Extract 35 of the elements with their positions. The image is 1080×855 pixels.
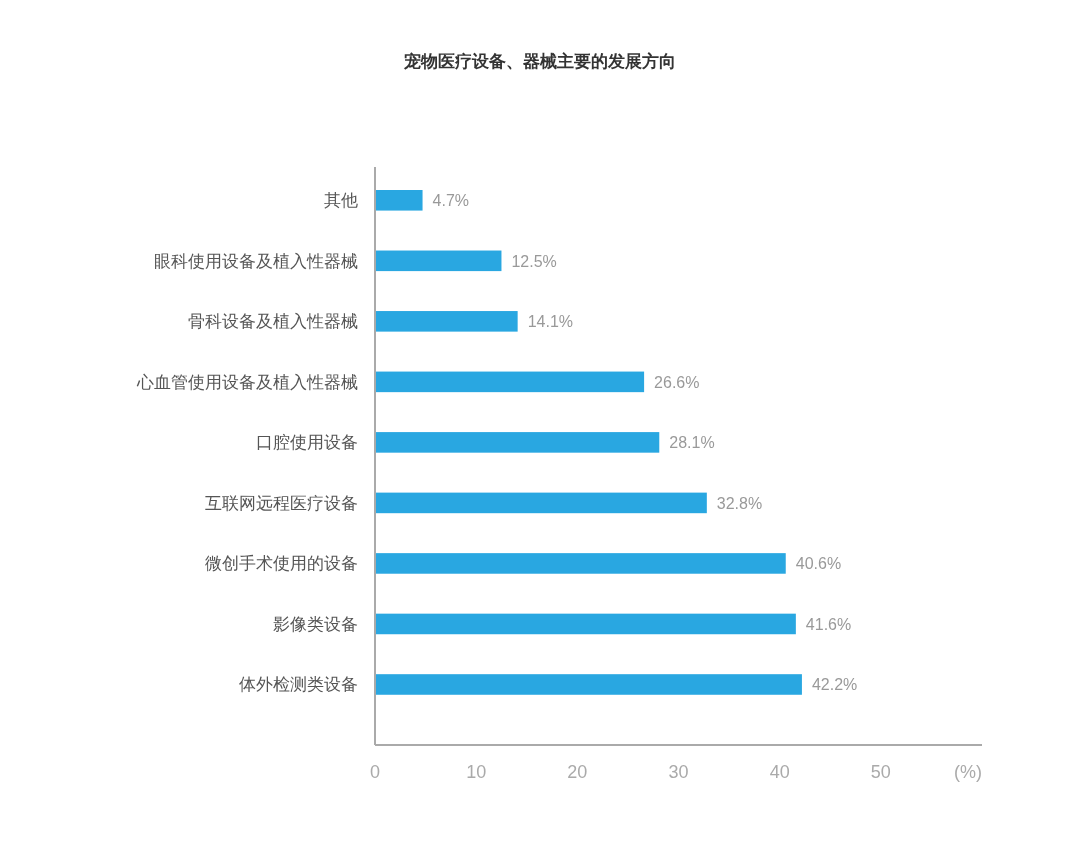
chart-title: 宠物医疗设备、器械主要的发展方向 <box>403 52 676 71</box>
x-tick-label: 10 <box>466 762 487 782</box>
data-label: 32.8% <box>716 494 763 512</box>
bar <box>375 674 802 695</box>
y-tick-label: 口腔使用设备 <box>256 433 358 453</box>
x-tick-label: 40 <box>769 762 790 782</box>
data-label: 4.7% <box>432 192 470 210</box>
data-label: 42.2% <box>811 676 858 694</box>
y-tick-label: 其他 <box>324 191 358 211</box>
data-label: 40.6% <box>795 555 842 573</box>
data-label: 12.5% <box>511 252 557 270</box>
y-tick-label: 眼科使用设备及植入性器械 <box>154 251 358 271</box>
bar <box>375 553 786 574</box>
bar <box>375 311 518 332</box>
x-tick-label: 30 <box>668 762 689 782</box>
x-tick-label: 50 <box>870 762 891 782</box>
data-label: 14.1% <box>527 313 574 331</box>
x-axis-title: (%) <box>954 762 982 782</box>
bar <box>375 371 645 393</box>
bar <box>375 492 707 514</box>
x-tick-label: 0 <box>369 762 381 782</box>
bar <box>375 250 502 272</box>
y-tick-label: 微创手术使用的设备 <box>205 554 358 574</box>
x-tick-label: 20 <box>567 762 588 782</box>
y-tick-label: 骨科设备及植入性器械 <box>188 312 358 332</box>
data-label: 41.6% <box>805 615 852 633</box>
data-label: 28.1% <box>669 434 715 452</box>
y-tick-label: 影像类设备 <box>273 614 358 634</box>
y-tick-label: 互联网远程医疗设备 <box>205 493 358 513</box>
y-tick-label: 心血管使用设备及植入性器械 <box>136 372 358 392</box>
data-label: 26.6% <box>654 373 700 391</box>
y-tick-label: 体外检测类设备 <box>239 675 358 695</box>
bar <box>375 613 796 635</box>
bar <box>375 190 423 211</box>
bar <box>375 432 660 453</box>
